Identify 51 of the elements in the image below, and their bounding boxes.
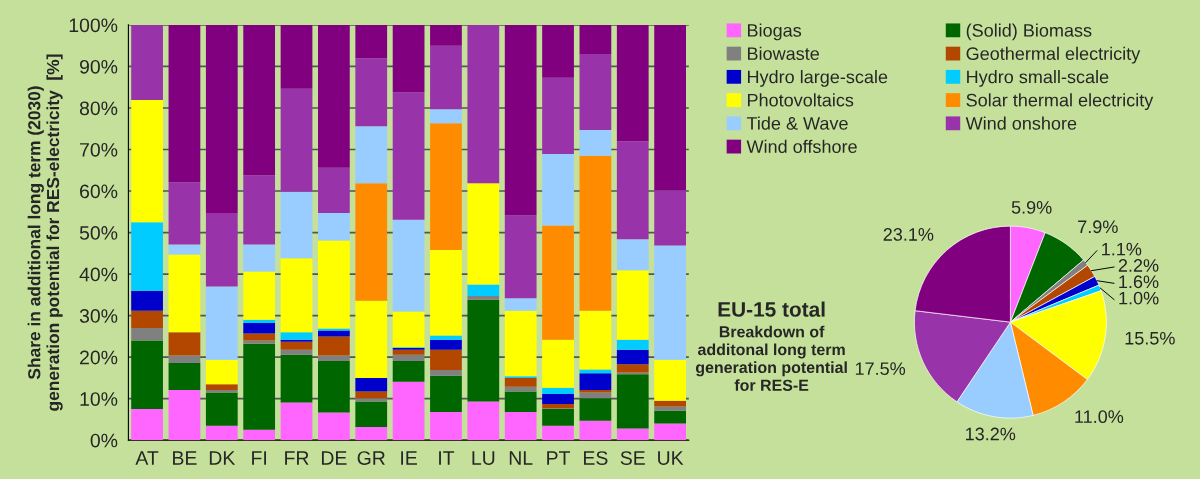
data-label: 13.2% xyxy=(966,427,1016,441)
y-tick-label: 80% xyxy=(79,101,118,116)
data-label: 1.0% xyxy=(1119,291,1159,305)
y-tick-label: 0% xyxy=(90,433,118,448)
x-tick-label: DE xyxy=(321,451,347,465)
data-label: 1.1% xyxy=(1102,242,1142,256)
x-tick-label: IE xyxy=(401,451,417,465)
legend-label: Biowaste xyxy=(747,46,819,61)
x-tick-label: LU xyxy=(472,451,495,465)
x-tick-label: FI xyxy=(252,451,267,465)
x-tick-label: SE xyxy=(620,451,645,465)
data-label: 2.2% xyxy=(1118,259,1159,272)
legend-label: Wind onshore xyxy=(965,116,1077,130)
legend-label: Tide & Wave xyxy=(746,116,848,130)
x-tick-label: BE xyxy=(173,451,197,465)
y-tick-label: 100% xyxy=(69,18,118,33)
legend-label: Hydro large-scale xyxy=(747,70,888,87)
legend-label: Hydro small-scale xyxy=(967,70,1109,87)
legend-label: Solar thermal electricity xyxy=(966,93,1154,111)
x-tick-label: FR xyxy=(285,451,309,465)
x-tick-label: UK xyxy=(658,451,684,465)
y-tick-label: 10% xyxy=(80,392,118,406)
x-tick-label: AT xyxy=(135,451,159,465)
legend-label: Geothermal electricity xyxy=(966,46,1141,64)
y-tick-label: 40% xyxy=(79,267,118,282)
y-tick-label: 20% xyxy=(80,350,118,365)
legend-label: (Solid) Biomass xyxy=(966,23,1092,41)
x-tick-label: GR xyxy=(357,451,385,465)
x-tick-label: DK xyxy=(209,451,236,465)
legend-label: Wind offshore xyxy=(746,139,857,154)
data-label: 23.1% xyxy=(883,228,934,241)
legend-label: Biogas xyxy=(747,23,802,41)
x-tick-label: NL xyxy=(509,451,533,465)
data-label: 5.9% xyxy=(1011,200,1052,214)
y-tick-label: 30% xyxy=(79,309,118,323)
y-tick-label: 50% xyxy=(79,226,118,240)
data-label: 15.5% xyxy=(1125,331,1175,345)
x-tick-label: PT xyxy=(547,451,571,465)
data-label: 11.0% xyxy=(1075,410,1124,424)
y-tick-label: 60% xyxy=(80,184,118,199)
x-tick-label: IT xyxy=(439,451,455,465)
text: EU-15 total xyxy=(718,301,825,317)
text: Breakdown of additonal long term generation potential for RES-E xyxy=(695,325,847,391)
legend-label: Photovoltaics xyxy=(747,93,854,107)
data-label: 1.6% xyxy=(1119,275,1159,289)
y-tick-label: 90% xyxy=(79,59,118,74)
y-axis-title: Share in additional long term (2030) generation potential for RES-electricity [%] xyxy=(27,54,63,411)
data-label: 17.5% xyxy=(855,362,906,376)
data-label: 7.9% xyxy=(1078,220,1118,234)
y-tick-label: 70% xyxy=(80,142,118,157)
x-tick-label: ES xyxy=(584,451,608,465)
